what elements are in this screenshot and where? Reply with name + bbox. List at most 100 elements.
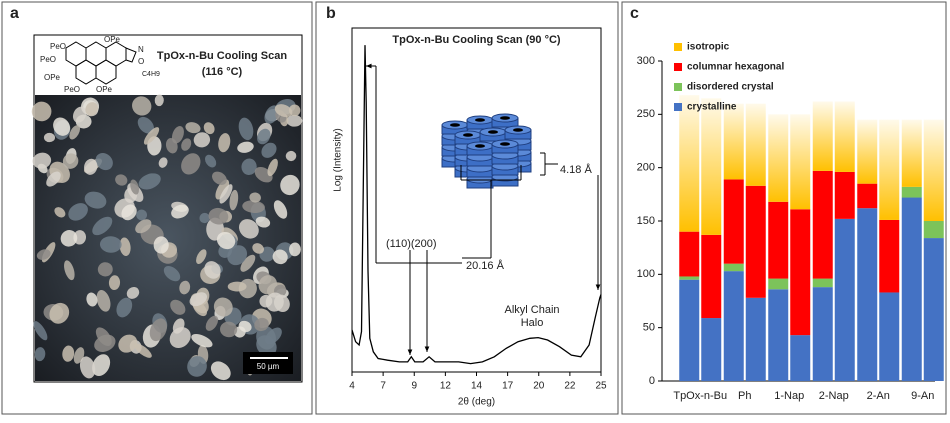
grain [220,321,238,338]
grain [62,153,79,169]
bar-segment [790,114,811,210]
grain [255,216,271,228]
grain [94,334,116,352]
grain [43,132,56,143]
bar-segment [745,297,766,381]
structure-label: PeO [50,42,66,51]
bar-segment [879,219,900,293]
grain [272,249,288,265]
plot-frame [351,27,602,373]
x-tick-label: Ph [738,390,751,402]
grain [249,192,261,203]
bar-segment [745,103,766,186]
bar-segment [901,119,922,187]
bar-segment [812,101,833,171]
x-tick-label: 9-An [911,390,934,402]
grain [227,245,248,266]
bar-segment [879,119,900,220]
grain [130,179,140,195]
grain [64,260,75,281]
grain [261,142,277,158]
x-tick-label: 14 [471,381,483,392]
y-tick-label: 250 [637,108,655,120]
arrow-head [407,349,413,355]
grain [237,141,254,153]
legend-label: crystalline [687,102,737,113]
disc-hole [475,118,485,122]
grain [54,207,66,218]
y-tick-label: 200 [637,162,655,174]
bar-segment [768,201,789,279]
y-tick-label: 100 [637,268,655,280]
grain [138,173,161,190]
x-tick-label: 25 [595,381,607,392]
grain [229,189,239,211]
arrow-head [366,63,372,69]
legend-swatch [674,103,682,111]
bar-segment [679,276,700,280]
grain [240,254,256,272]
grain [92,216,113,236]
bar-segment [790,209,811,336]
bar-segment [679,279,700,381]
grain [285,150,297,162]
grain [108,275,121,291]
grain [280,174,300,196]
grain [215,179,230,200]
legend-label: disordered crystal [687,82,774,93]
grain [189,292,208,307]
disc-hole [500,142,510,146]
y-tick-label: 0 [649,375,655,387]
grain [158,157,168,168]
grain [203,122,215,135]
panel-label: a [10,5,19,22]
grain [84,158,98,175]
panel-label: b [326,5,336,22]
x-tick-label: 22 [564,381,576,392]
x-tick-label: 1-Nap [774,390,804,402]
bar-segment [723,271,744,381]
bar-segment [723,103,744,180]
grain [116,297,133,318]
panel-frame [315,1,619,415]
grain [289,242,301,257]
legend-swatch [674,83,682,91]
grain [181,153,201,175]
scale-bar-label: 50 µm [257,362,280,371]
panel-frame [1,1,313,415]
column-stack [441,113,532,189]
grain [210,361,231,381]
grain [46,171,61,187]
grain [115,174,128,186]
bar-segment [679,231,700,277]
grain [205,315,219,331]
grain [216,231,236,250]
grain [72,106,87,123]
bar-segment [812,170,833,279]
grain [149,318,168,342]
grain [92,354,111,377]
grain [163,265,181,282]
grain [170,299,186,315]
x-tick-label: 20 [533,381,545,392]
annotation: 4.18 Å [560,163,592,176]
panel-a-subtitle: (116 °C) [202,66,243,78]
bar-segment [812,287,833,381]
grain [187,356,207,377]
x-axis-label: 2θ (deg) [458,397,495,408]
grain [208,207,229,225]
grain [238,117,254,141]
grain [60,230,78,247]
x-tick-label: TpOx-n-Bu [673,390,727,402]
bar-segment [768,289,789,381]
structure-label: N [138,45,144,54]
x-tick-label: 12 [440,381,452,392]
grain [212,171,227,185]
structure-label: OPe [44,73,61,82]
disc-hole [475,144,485,148]
chart-title: TpOx-n-Bu Cooling Scan (90 °C) [392,34,561,46]
bar-segment [745,185,766,298]
panel-a-title: TpOx-n-Bu Cooling Scan [157,50,287,62]
bar-segment [923,238,944,381]
